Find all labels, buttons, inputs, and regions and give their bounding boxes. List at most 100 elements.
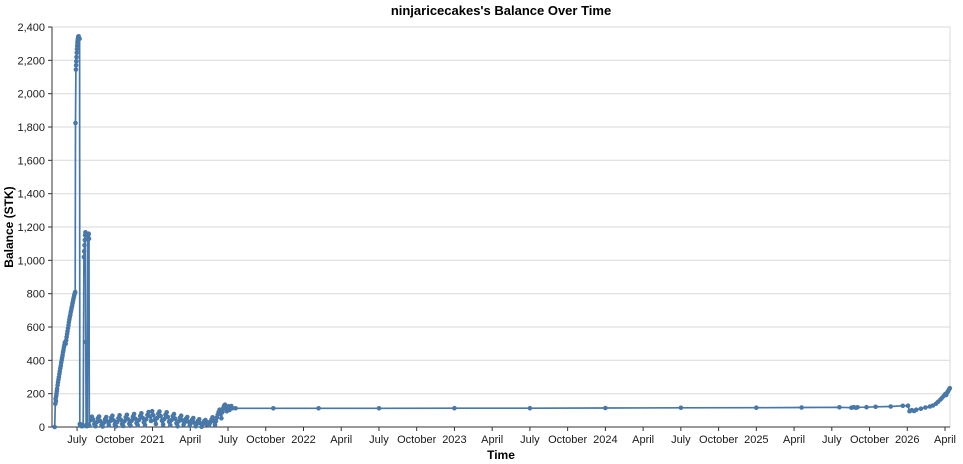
x-tick-label: April: [934, 434, 956, 446]
data-point: [229, 406, 235, 411]
data-point: [799, 405, 804, 410]
data-point: [74, 46, 80, 52]
x-tick-label: October: [397, 434, 436, 446]
data-point: [837, 405, 842, 410]
x-tick-label: 2024: [593, 434, 617, 446]
data-point: [603, 405, 608, 411]
data-point: [53, 398, 59, 404]
data-point: [888, 404, 893, 409]
y-tick-label: 2,200: [17, 55, 45, 67]
data-point: [82, 243, 87, 248]
data-point: [93, 423, 98, 429]
x-tick-label: April: [481, 434, 503, 446]
data-point: [124, 412, 130, 418]
data-point: [110, 413, 115, 419]
data-point: [129, 418, 134, 424]
data-point: [81, 254, 87, 260]
x-tick-label: 2026: [895, 434, 919, 446]
data-point: [900, 403, 906, 409]
x-tick-label: 2023: [442, 434, 466, 446]
data-point: [131, 411, 137, 417]
x-tick-label: July: [822, 434, 842, 446]
data-point: [142, 422, 148, 428]
data-point: [153, 421, 159, 427]
data-point: [94, 420, 99, 425]
data-point: [54, 386, 60, 392]
y-tick-label: 600: [27, 322, 45, 334]
data-point: [164, 410, 169, 415]
data-point: [185, 414, 190, 420]
x-tick-label: October: [95, 434, 134, 446]
data-point: [90, 417, 96, 422]
data-point: [172, 416, 178, 422]
data-point: [220, 410, 225, 415]
x-tick-label: 2025: [744, 434, 768, 446]
data-point: [213, 419, 219, 424]
data-point: [83, 339, 89, 345]
data-point: [136, 417, 142, 423]
data-point: [120, 423, 126, 429]
data-point: [52, 424, 57, 430]
y-tick-label: 800: [27, 289, 45, 301]
data-point: [527, 405, 533, 411]
data-point: [148, 418, 154, 424]
x-tick-label: July: [369, 434, 389, 446]
data-point: [87, 423, 92, 429]
data-point: [128, 423, 133, 429]
x-tick-label: October: [850, 434, 889, 446]
data-point: [114, 419, 120, 425]
data-point: [157, 409, 162, 414]
x-tick-label: April: [330, 434, 352, 446]
x-tick-label: 2021: [140, 434, 164, 446]
y-tick-label: 200: [27, 389, 45, 401]
data-point: [678, 405, 684, 411]
data-point: [98, 418, 103, 424]
data-point: [923, 405, 928, 410]
data-point: [914, 407, 919, 413]
data-point: [210, 415, 215, 420]
x-tick-label: October: [246, 434, 285, 446]
data-point: [122, 419, 127, 424]
data-point: [864, 404, 869, 410]
data-point: [135, 423, 140, 428]
data-point: [151, 413, 156, 418]
data-point: [133, 416, 138, 422]
x-tick-label: July: [671, 434, 691, 446]
y-tick-label: 1,000: [17, 255, 45, 267]
data-point: [74, 54, 79, 60]
data-point: [149, 408, 155, 414]
x-tick-label: April: [783, 434, 805, 446]
data-point: [873, 404, 878, 410]
data-point: [96, 414, 102, 419]
x-tick-label: April: [632, 434, 654, 446]
data-point: [139, 411, 144, 416]
y-tick-label: 1,200: [17, 222, 45, 234]
y-tick-label: 0: [39, 422, 45, 434]
data-point: [74, 58, 79, 64]
data-point: [63, 341, 68, 347]
x-tick-label: October: [699, 434, 738, 446]
data-point: [316, 406, 321, 411]
data-point: [376, 406, 382, 411]
data-point: [176, 419, 182, 424]
x-tick-label: July: [520, 434, 540, 446]
data-point: [100, 424, 105, 429]
data-point: [219, 416, 224, 421]
data-point: [73, 63, 79, 68]
data-point: [106, 423, 112, 428]
data-point: [104, 414, 109, 420]
data-point: [81, 248, 87, 254]
data-point: [160, 422, 166, 427]
data-point: [171, 411, 177, 417]
data-point: [175, 424, 180, 429]
data-point: [140, 415, 145, 421]
data-point: [158, 413, 163, 419]
y-tick-label: 1,800: [17, 122, 45, 134]
series-line: [53, 35, 951, 428]
data-point: [452, 405, 457, 411]
data-point: [86, 236, 92, 241]
data-point: [147, 414, 153, 419]
data-point: [154, 415, 160, 421]
